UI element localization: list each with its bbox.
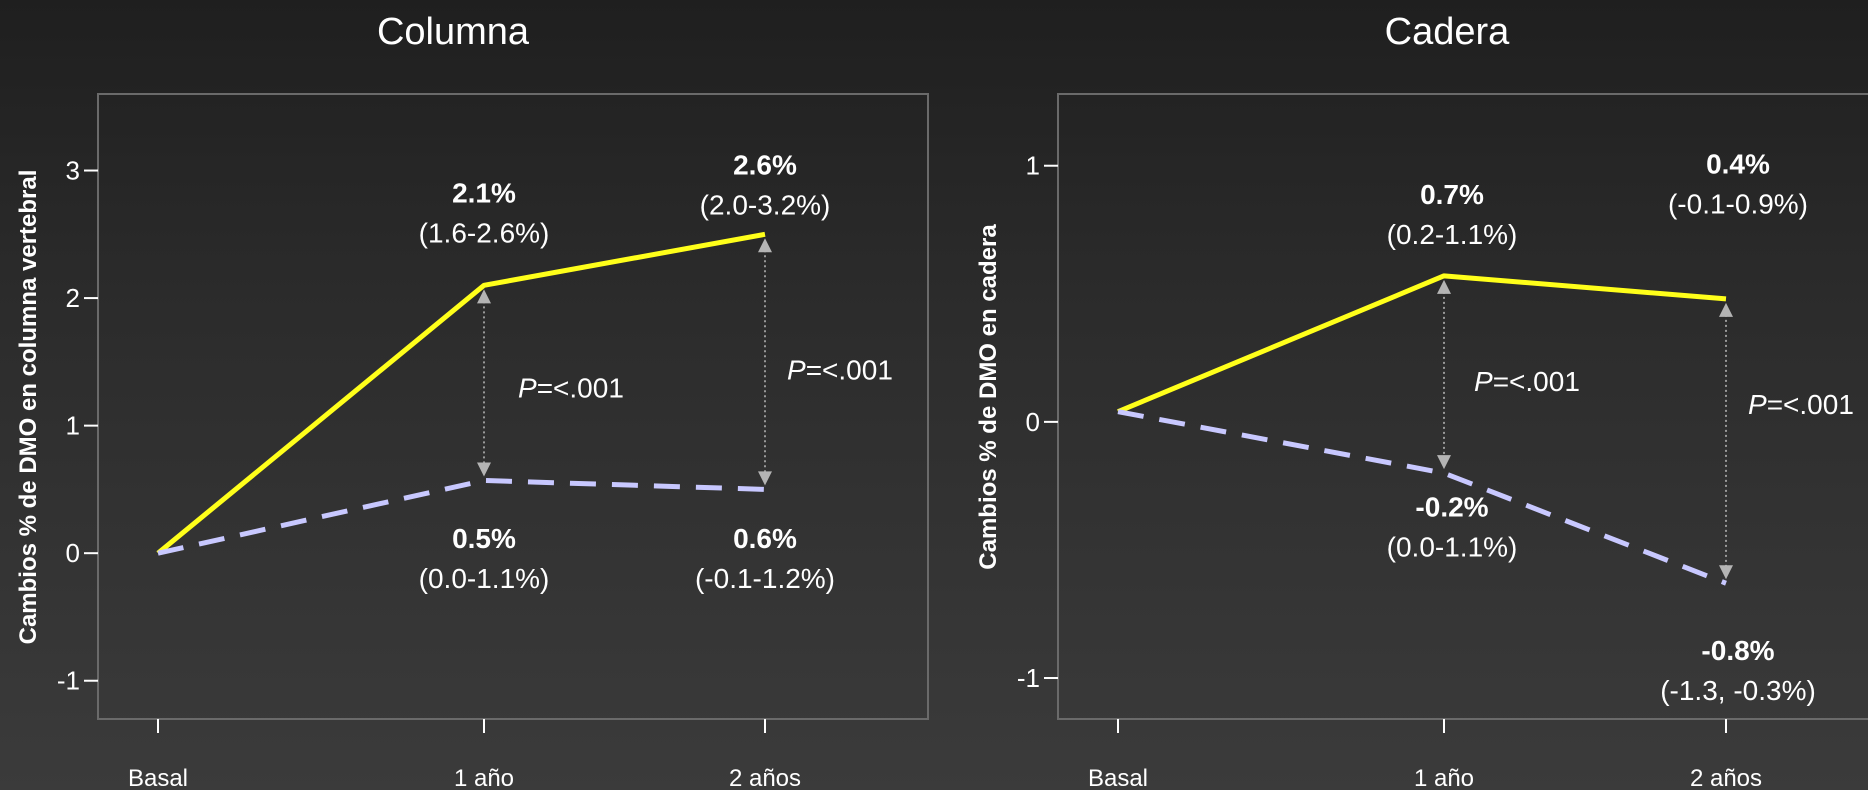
x-tick-label: 2 años [1690,765,1762,790]
x-tick-label: 2 años [729,765,801,790]
chart-title: Columna [377,11,530,53]
p-value-symbol: P [518,373,537,404]
p-value-text: =<.001 [806,355,893,386]
y-tick-label: -1 [1017,663,1040,693]
p-value-text: =<.001 [537,373,624,404]
annotation-interval: (-0.1-0.9%) [1668,188,1808,219]
y-tick-label: -1 [57,666,80,696]
p-value-text: =<.001 [1767,389,1854,420]
series-line-1 [157,477,766,556]
annotation-value: 0.6% [733,523,797,554]
arrowhead-up [758,238,772,253]
arrowhead-down [1437,455,1451,470]
y-tick-label: 3 [66,156,80,186]
y-tick-label: 2 [66,283,80,313]
arrowhead-up [477,289,491,304]
arrowhead-down [1719,565,1733,580]
series-line-0 [1117,273,1727,414]
arrowhead-down [758,471,772,486]
connectors [1437,279,1733,580]
y-ticks: -1 0 1 2 3 [57,156,98,696]
y-tick-label: 1 [1026,151,1040,181]
x-tick-label: Basal [1088,765,1148,790]
annotation-interval: (0.0-1.1%) [1387,532,1518,563]
p-value-symbol: P [787,355,806,386]
annotation-value: 0.4% [1706,148,1770,179]
chart-title: Cadera [1385,11,1510,53]
y-ticks: -1 0 1 [1017,151,1058,693]
p-value: P=<.001 [1474,366,1580,397]
annotation-interval: (-0.1-1.2%) [695,563,835,594]
y-tick-label: 1 [66,411,80,441]
x-ticks: Basal 1 año 2 años [128,719,801,790]
p-value-symbol: P [1474,366,1493,397]
annotation-value: 0.7% [1420,179,1484,210]
annotation-value: 2.6% [733,149,797,180]
annotation-interval: (2.0-3.2%) [700,189,831,220]
annotation-interval: (1.6-2.6%) [419,217,550,248]
y-axis-label: Cambios % de DMO en cadera [975,224,1002,570]
p-value: P=<.001 [1748,389,1854,420]
annotation-value: 2.1% [452,177,516,208]
arrowhead-up [1437,279,1451,294]
y-tick-label: 0 [66,538,80,568]
annotation-interval: (-1.3, -0.3%) [1660,675,1816,706]
plot-frame [97,93,929,720]
annotation-value: -0.8% [1701,635,1774,666]
annotation-value: -0.2% [1415,492,1488,523]
chart-cadera: Cadera Cambios % de DMO en cadera -1 0 1 B… [975,11,1868,790]
annotation-interval: (0.2-1.1%) [1387,219,1518,250]
p-value-text: =<.001 [1493,366,1580,397]
p-value: P=<.001 [518,373,624,404]
x-tick-label: 1 año [1414,765,1474,790]
arrowhead-down [477,462,491,477]
series-line-0 [156,231,766,556]
annotations: 0.7% (0.2-1.1%) 0.4% (-0.1-0.9%) -0.2% (0.0-1… [1387,148,1816,706]
annotations: 2.1% (1.6-2.6%) 2.6% (2.0-3.2%) 0.5% (0.0-1.1… [419,149,835,594]
x-tick-label: 1 año [454,765,514,790]
series [156,231,766,556]
annotation-interval: (0.0-1.1%) [419,563,550,594]
arrowhead-up [1719,302,1733,317]
chart-columna: Columna Cambios % de DMO en columna vert… [15,11,929,790]
x-ticks: Basal 1 año 2 años [1088,719,1762,790]
annotation-value: 0.5% [452,523,516,554]
y-axis-label: Cambios % de DMO en columna vertebral [15,170,42,645]
p-value-symbol: P [1748,389,1767,420]
plot-frame [1057,93,1868,720]
y-tick-label: 0 [1026,407,1040,437]
connectors [477,238,772,486]
x-tick-label: Basal [128,765,188,790]
p-value: P=<.001 [787,355,893,386]
series [1117,273,1727,586]
